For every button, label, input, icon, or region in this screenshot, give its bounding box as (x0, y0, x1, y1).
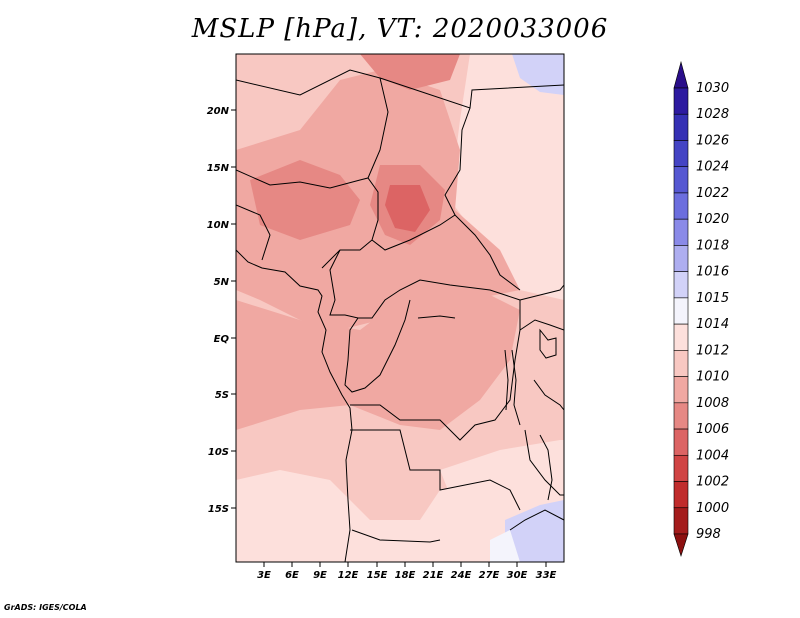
colorbar-segment (673, 376, 689, 404)
pressure-field (236, 54, 564, 562)
colorbar-segment (673, 87, 689, 115)
colorbar-bottom-arrow (673, 533, 689, 557)
lon-tick-labels: 3E 6E 9E 12E 15E 18E 21E 24E 27E 30E 33E (257, 562, 557, 581)
map-title: MSLP [hPa], VT: 2020033006 (191, 14, 609, 44)
colorbar-label-1022: 1022 (696, 186, 729, 201)
colorbar: 1030 1028 1026 1024 1022 1020 1018 1016 1015 1014… (673, 60, 729, 557)
lat-label-15S: 15S (208, 504, 229, 515)
lon-label-30E: 30E (507, 570, 528, 581)
colorbar-segment (673, 323, 689, 351)
colorbar-label-1006: 1006 (696, 422, 729, 437)
lat-tick-EQ: EQ (214, 334, 236, 345)
colorbar-segment (673, 402, 689, 430)
lat-label-10S: 10S (208, 447, 229, 458)
colorbar-label-1028: 1028 (696, 107, 729, 122)
colorbar-segment (673, 507, 689, 535)
colorbar-label-1016: 1016 (696, 265, 729, 280)
colorbar-segment (673, 350, 689, 377)
lat-label-5N: 5N (214, 277, 230, 288)
lat-tick-10S: 10S (208, 447, 236, 458)
lon-label-21E: 21E (423, 570, 444, 581)
lat-tick-5S: 5S (215, 390, 236, 401)
colorbar-segment (673, 245, 689, 272)
colorbar-segment (673, 481, 689, 509)
colorbar-segment (673, 297, 689, 325)
lat-tick-5N: 5N (214, 277, 236, 288)
lon-label-12E: 12E (338, 570, 359, 581)
lon-label-9E: 9E (313, 570, 327, 581)
colorbar-segment (673, 166, 689, 194)
lon-label-15E: 15E (367, 570, 388, 581)
colorbar-label-1002: 1002 (696, 475, 729, 490)
colorbar-label-998: 998 (696, 527, 721, 542)
lat-tick-10N: 10N (207, 220, 236, 231)
lon-tick-9E: 9E (313, 562, 327, 581)
lon-label-27E: 27E (479, 570, 500, 581)
grads-credit: GrADS: IGES/COLA (4, 603, 87, 612)
colorbar-segment (673, 454, 689, 482)
lon-label-33E: 33E (536, 570, 557, 581)
lon-label-24E: 24E (451, 570, 472, 581)
lon-tick-30E: 30E (507, 562, 528, 581)
lat-label-20N: 20N (207, 106, 230, 117)
country-boundaries (236, 69, 564, 562)
lat-tick-15S: 15S (208, 504, 236, 515)
map-frame (235, 53, 565, 563)
lon-tick-21E: 21E (423, 562, 444, 581)
colorbar-segment (673, 140, 689, 168)
lon-label-6E: 6E (285, 570, 299, 581)
colorbar-label-1024: 1024 (696, 160, 729, 175)
lon-tick-18E: 18E (395, 562, 416, 581)
colorbar-label-1004: 1004 (696, 448, 729, 463)
lon-tick-27E: 27E (479, 562, 500, 581)
colorbar-label-1014: 1014 (696, 317, 729, 332)
lon-tick-6E: 6E (285, 562, 299, 581)
colorbar-label-1000: 1000 (696, 501, 729, 516)
lat-label-EQ: EQ (214, 334, 230, 345)
lat-tick-20N: 20N (207, 106, 236, 117)
lon-tick-12E: 12E (338, 562, 359, 581)
colorbar-label-1008: 1008 (696, 396, 729, 411)
lon-tick-24E: 24E (451, 562, 472, 581)
colorbar-label-1015: 1015 (696, 291, 729, 306)
lon-label-18E: 18E (395, 570, 416, 581)
colorbar-label-1026: 1026 (696, 133, 729, 148)
colorbar-label-1012: 1012 (696, 343, 729, 358)
colorbar-label-1020: 1020 (696, 212, 729, 227)
lon-tick-15E: 15E (367, 562, 388, 581)
colorbar-segment (673, 192, 689, 220)
lon-tick-3E: 3E (257, 562, 271, 581)
colorbar-segment (673, 218, 689, 246)
lat-tick-15N: 15N (207, 163, 236, 174)
colorbar-label-1030: 1030 (696, 81, 729, 96)
colorbar-segment (673, 113, 689, 141)
lat-label-15N: 15N (207, 163, 230, 174)
colorbar-segment (673, 428, 689, 456)
lat-label-10N: 10N (207, 220, 230, 231)
lat-tick-labels: 20N 15N 10N 5N EQ 5S 10S 15S (207, 106, 236, 515)
colorbar-label-1010: 1010 (696, 370, 729, 385)
colorbar-segment (673, 271, 689, 299)
lon-label-3E: 3E (257, 570, 271, 581)
colorbar-label-1018: 1018 (696, 238, 729, 253)
lon-tick-33E: 33E (536, 562, 557, 581)
colorbar-top-arrow (673, 60, 689, 89)
lat-label-5S: 5S (215, 390, 229, 401)
